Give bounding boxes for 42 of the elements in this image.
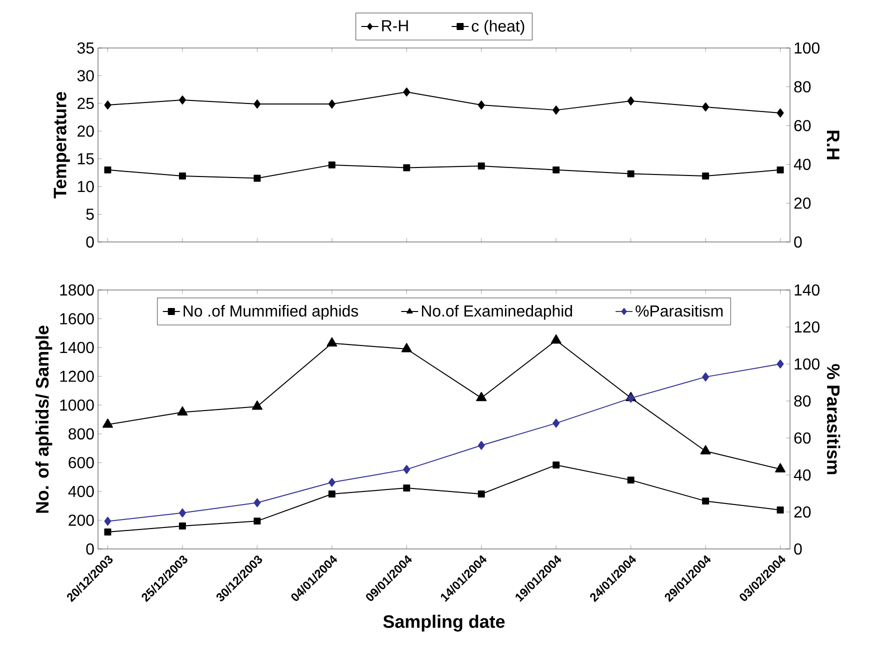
- y-tick-label: 1800: [60, 284, 94, 296]
- y-tick-label: 400: [68, 486, 94, 498]
- y2-tick-label: 80: [794, 395, 811, 407]
- y-tick-label: 25: [78, 98, 94, 110]
- legend-label: c (heat): [472, 20, 524, 35]
- y-tick-label: 30: [77, 70, 94, 82]
- y2-tick-label: 60: [794, 120, 811, 132]
- y-tick-label: 600: [68, 457, 94, 468]
- legend-label: No .of Mummified aphids: [184, 304, 358, 320]
- y-tick-label: 200: [68, 514, 94, 526]
- y2-tick-label: 20: [794, 506, 811, 518]
- y-tick-label: 800: [68, 428, 94, 440]
- y-tick-label: 5: [86, 208, 94, 220]
- y-tick-label: 0: [86, 236, 94, 248]
- y-tick-label: 1000: [60, 399, 94, 411]
- y-tick-label: 1600: [60, 313, 94, 324]
- y2-tick-label: 20: [794, 198, 811, 209]
- y2-tick-label: 100: [794, 42, 820, 54]
- y-axis-title: No. of aphids/ Sample: [35, 326, 52, 513]
- y-tick-label: 1400: [60, 342, 94, 354]
- y-tick-label: 20: [78, 125, 94, 137]
- y2-axis-title: % Parasitism: [826, 364, 840, 474]
- y-tick-label: 1200: [60, 370, 94, 382]
- y2-tick-label: 60: [794, 432, 811, 444]
- legend-label: R-H: [382, 20, 408, 32]
- y-tick-label: 0: [86, 543, 94, 555]
- y-tick-label: 15: [78, 153, 94, 164]
- y2-axis-title: R.H: [826, 130, 840, 160]
- y-tick-label: 35: [77, 42, 94, 54]
- y2-tick-label: 0: [794, 543, 802, 555]
- y2-tick-label: 80: [794, 81, 811, 92]
- y2-tick-label: 40: [794, 469, 811, 481]
- y2-tick-label: 0: [794, 236, 802, 248]
- y-tick-label: 10: [78, 180, 94, 192]
- legend-label: %Parasitism: [636, 304, 723, 317]
- y2-tick-label: 100: [794, 358, 820, 370]
- y2-tick-label: 120: [794, 321, 820, 333]
- y2-tick-label: 140: [794, 284, 820, 296]
- x-axis-title: Sampling date: [383, 614, 505, 632]
- y2-tick-label: 40: [794, 158, 811, 170]
- y-axis-title: Temperature: [54, 92, 70, 198]
- legend-label: No.of Examinedaphid: [422, 304, 572, 320]
